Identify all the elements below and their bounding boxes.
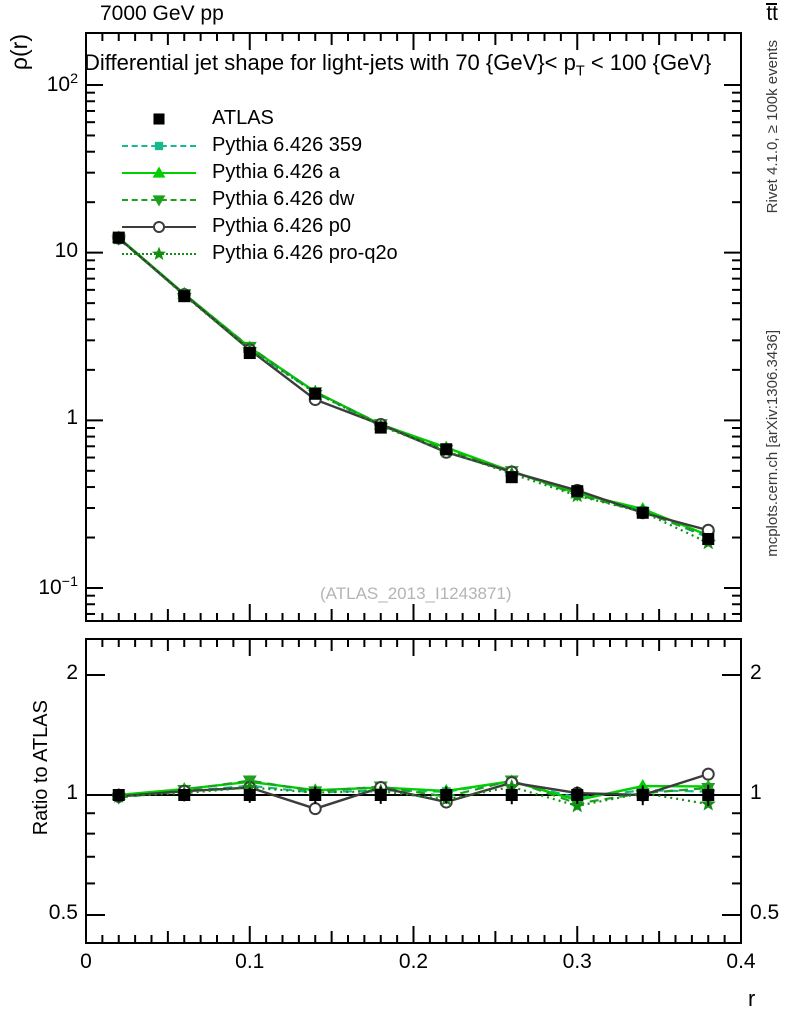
legend-entry: Pythia 6.426 dw [120,186,430,213]
tick-label: 1 [66,406,78,430]
mcplots-reference-note: mcplots.cern.ch [arXiv:1306.3436] [764,330,781,557]
main-plot-canvas [85,33,742,621]
legend: ATLAS Pythia 6.426 359 Pythia 6.426 a Pythi… [120,105,430,267]
ratio-plot-canvas [85,639,742,943]
legend-marker-star-icon [152,246,166,260]
legend-label: Pythia 6.426 a [212,161,340,183]
series-pythia-6-426-dw [111,233,716,544]
legend-label: Pythia 6.426 359 [212,134,363,156]
legend-entry: Pythia 6.426 pro-q2o [120,240,430,267]
tick-label: 10 [54,238,78,262]
y-axis-title-ratio: Ratio to ATLAS [30,700,52,836]
x-axis-title: r [748,986,756,1011]
series-pythia-6-426-359 [114,233,713,543]
legend-entry: Pythia 6.426 p0 [120,213,430,240]
y-axis-title-main: ρ(r) [6,34,32,71]
legend-key [120,189,198,211]
series-pythia-6-426-p0 [112,231,715,537]
legend-entry: Pythia 6.426 a [120,159,430,186]
tick-label: 0.2 [398,950,429,973]
legend-entry: Pythia 6.426 359 [120,132,430,159]
tick-label: 2 [750,661,762,684]
plot-title-tail: < 100 {GeV} [584,50,712,75]
tick-label: 0.1 [235,950,265,973]
plot-title: Differential jet shape for light-jets wi… [84,50,711,79]
legend-key [120,216,198,238]
legend-marker-square-icon [153,112,165,125]
tick-label: 2 [66,661,78,684]
tick-label: 10−1 [38,574,78,599]
tick-label: 0.5 [48,901,78,924]
legend-marker-circle-open-icon [152,220,166,233]
legend-key [120,135,198,157]
tick-label: 0.5 [750,901,780,924]
legend-label: Pythia 6.426 dw [212,188,355,210]
series-atlas [112,784,715,806]
legend-label: Pythia 6.426 p0 [212,215,351,237]
series-pythia-6-426-a [111,230,716,541]
process-ttbar-text: tt [766,2,778,25]
beam-energy-label: 7000 GeV pp [100,2,224,25]
tick-label: 102 [46,71,78,96]
tick-label: 1 [66,781,78,804]
rivet-version-note: Rivet 4.1.0, ≥ 100k events [764,40,781,214]
legend-marker-triangle-up-icon [152,166,166,178]
legend-key [120,243,198,265]
process-label: tt [766,2,778,26]
tick-label: 0 [80,950,92,973]
series-pythia-6-426-pro-q2o [111,230,716,550]
tick-label: 1 [750,781,762,804]
legend-marker-triangle-down-icon [152,194,166,206]
tick-label: 0.3 [562,950,592,973]
main-plot-panel [85,32,742,622]
legend-marker-square-small-icon [154,141,164,150]
legend-label: ATLAS [212,107,274,129]
legend-label: Pythia 6.426 pro-q2o [212,242,398,264]
legend-entry: ATLAS [120,105,430,132]
analysis-id-watermark: (ATLAS_2013_I1243871) [320,584,512,603]
series-atlas [112,231,715,545]
tick-label: 0.4 [726,950,756,973]
legend-key [120,108,198,130]
legend-key [120,162,198,184]
series-pythia-6-426-dw [111,775,716,811]
plot-title-subscript: T [575,63,585,80]
plot-title-text: Differential jet shape for light-jets wi… [84,50,576,75]
